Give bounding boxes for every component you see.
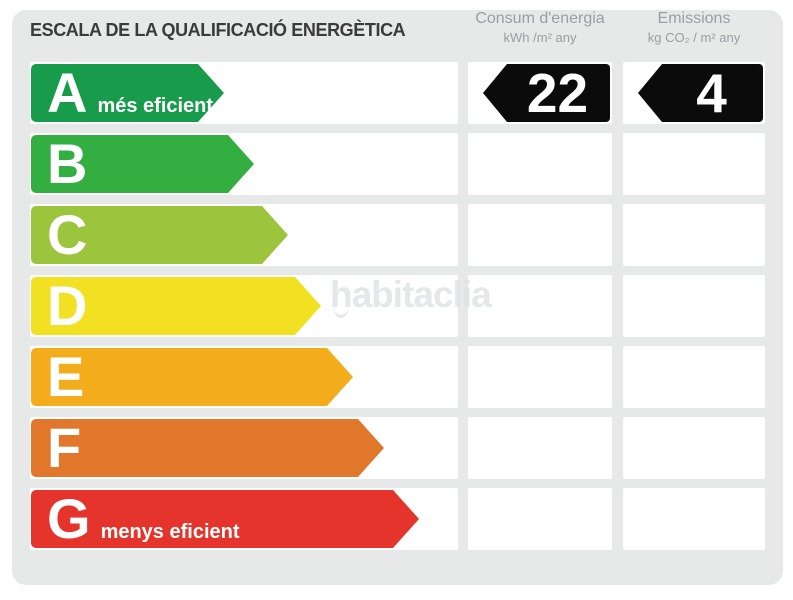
emissions-cell-b xyxy=(623,133,765,195)
grade-arrow-c: C xyxy=(31,206,288,264)
consum-cell-a: 22 xyxy=(468,62,612,124)
grade-letter-d: D xyxy=(47,274,88,337)
consum-cell-c xyxy=(468,204,612,266)
emissions-column-header: Emissions kg CO₂ / m² any xyxy=(623,9,765,47)
emissions-header-unit: kg CO₂ / m² any xyxy=(647,30,741,45)
grade-arrow-f: F xyxy=(31,419,384,477)
emissions-cell-d xyxy=(623,275,765,337)
scale-row-f: F xyxy=(30,417,458,479)
grade-letter-f: F xyxy=(47,416,82,479)
consum-value-arrow: 22 xyxy=(483,64,610,122)
grade-letter-c: C xyxy=(47,203,88,266)
emissions-header-title: Emissions xyxy=(657,10,731,27)
scale-row-c: C xyxy=(30,204,458,266)
grade-annotation-g: menys eficient xyxy=(100,521,240,543)
consum-cell-f xyxy=(468,417,612,479)
page-title: ESCALA DE LA QUALIFICACIÓ ENERGÈTICA xyxy=(30,20,406,40)
grade-letter-e: E xyxy=(47,345,85,408)
grade-letter-g: G xyxy=(47,487,91,550)
scale-row-d: D xyxy=(30,275,458,337)
grade-letter-a: A xyxy=(47,61,88,124)
consum-cell-e xyxy=(468,346,612,408)
consum-cell-b xyxy=(468,133,612,195)
consum-header-title: Consum d'energia xyxy=(475,10,605,27)
grade-letter-b: B xyxy=(47,132,88,195)
emissions-cell-f xyxy=(623,417,765,479)
emissions-value-arrow: 4 xyxy=(638,64,763,122)
consum-column-header: Consum d'energia kWh /m² any xyxy=(468,9,612,47)
consum-cell-d xyxy=(468,275,612,337)
emissions-cell-a: 4 xyxy=(623,62,765,124)
grade-annotation-a: més eficient xyxy=(97,95,214,117)
grade-arrow-d: D xyxy=(31,277,321,335)
consum-header-unit: kWh /m² any xyxy=(503,30,577,45)
emissions-cell-c xyxy=(623,204,765,266)
emissions-cell-g xyxy=(623,488,765,550)
consum-cell-g xyxy=(468,488,612,550)
emissions-cell-e xyxy=(623,346,765,408)
scale-row-e: E xyxy=(30,346,458,408)
grade-arrow-e: E xyxy=(31,348,353,406)
scale-row-b: B xyxy=(30,133,458,195)
grade-arrow-b: B xyxy=(31,135,254,193)
